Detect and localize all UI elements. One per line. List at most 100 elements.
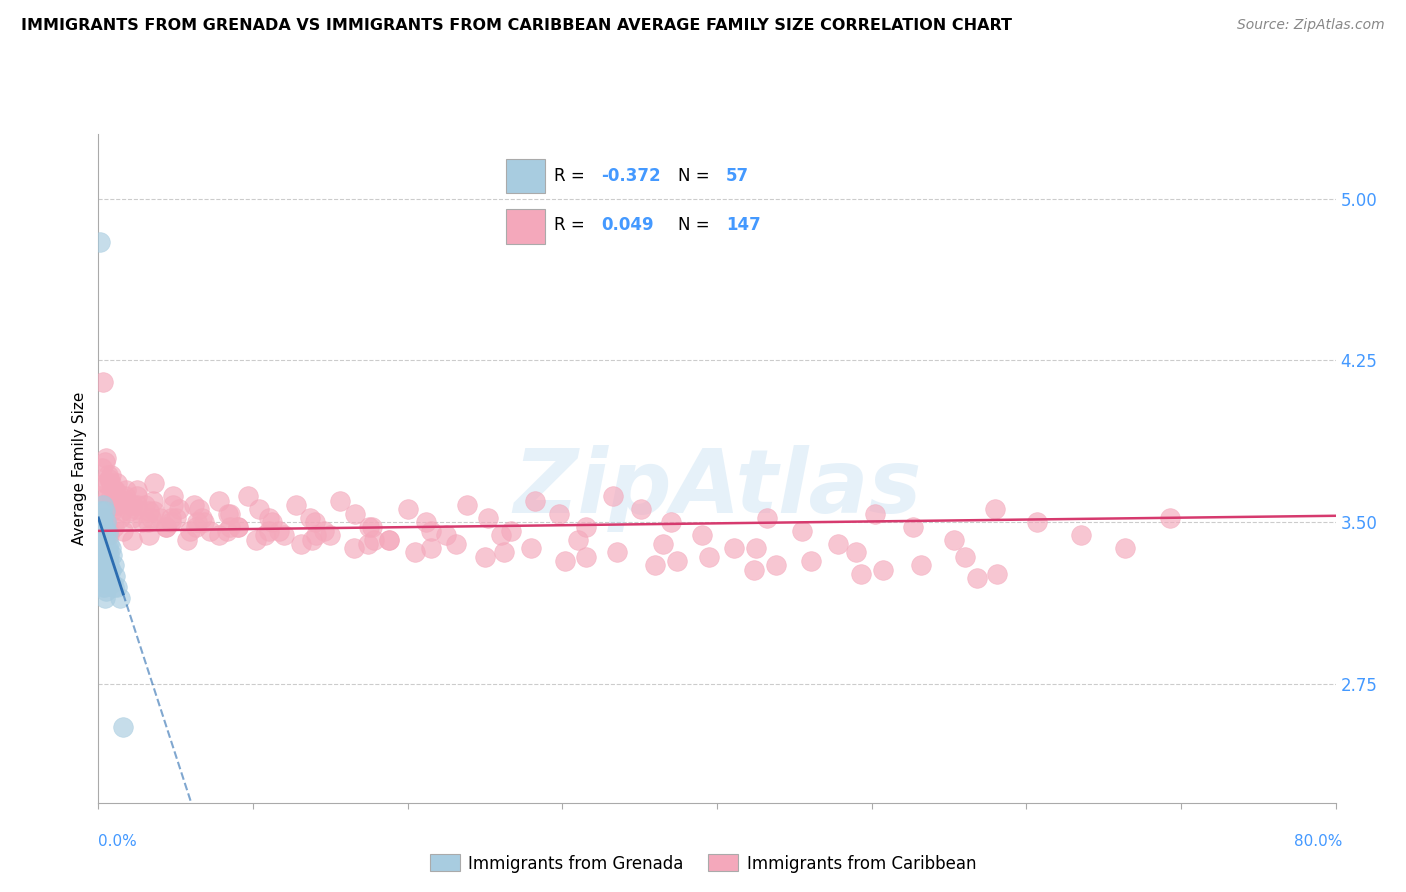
Point xyxy=(114,489,136,503)
Point xyxy=(742,563,765,577)
Point xyxy=(103,519,125,533)
Point xyxy=(96,476,118,491)
Point xyxy=(1159,511,1181,525)
Point xyxy=(97,489,120,503)
Point xyxy=(149,511,172,525)
Point xyxy=(219,519,242,533)
Point xyxy=(301,533,323,547)
Point xyxy=(554,554,576,568)
Point xyxy=(101,504,124,518)
Point xyxy=(100,541,122,556)
Point xyxy=(96,584,118,599)
Point xyxy=(97,541,120,556)
Point xyxy=(103,558,125,573)
Text: IMMIGRANTS FROM GRENADA VS IMMIGRANTS FROM CARIBBEAN AVERAGE FAMILY SIZE CORRELA: IMMIGRANTS FROM GRENADA VS IMMIGRANTS FR… xyxy=(21,18,1012,33)
Point xyxy=(188,502,211,516)
Point xyxy=(98,569,121,583)
Point xyxy=(103,498,125,512)
Point xyxy=(97,563,120,577)
Point xyxy=(98,558,121,573)
Point xyxy=(127,489,149,503)
Point xyxy=(456,498,478,512)
Text: ZipAtlas: ZipAtlas xyxy=(513,445,921,532)
Point xyxy=(91,507,114,521)
Point xyxy=(299,511,322,525)
Point xyxy=(93,504,115,518)
Point xyxy=(105,580,128,594)
Point xyxy=(356,537,378,551)
Point xyxy=(90,498,112,512)
Point xyxy=(90,504,112,518)
Point xyxy=(93,519,115,533)
Y-axis label: Average Family Size: Average Family Size xyxy=(72,392,87,545)
Point xyxy=(863,507,886,521)
Point xyxy=(112,524,135,538)
Point xyxy=(93,591,115,605)
Point xyxy=(139,511,162,525)
Point xyxy=(121,498,143,512)
Point xyxy=(273,528,295,542)
Point xyxy=(575,519,598,533)
Point xyxy=(97,467,120,482)
Point xyxy=(765,558,787,573)
Point xyxy=(492,545,515,559)
Point xyxy=(91,548,114,562)
Point xyxy=(90,533,112,547)
Point xyxy=(165,511,187,525)
Point xyxy=(474,549,496,564)
Point xyxy=(319,528,342,542)
Point xyxy=(100,476,122,491)
Point xyxy=(745,541,768,556)
Point xyxy=(254,528,277,542)
Point xyxy=(602,489,624,503)
Point xyxy=(215,524,238,538)
Point xyxy=(121,511,143,525)
Point xyxy=(966,571,988,585)
Point xyxy=(93,537,115,551)
Point xyxy=(436,528,458,542)
Point xyxy=(548,507,571,521)
Point xyxy=(112,493,135,508)
Point xyxy=(93,580,115,594)
Point xyxy=(659,515,682,529)
Point xyxy=(91,533,114,547)
Point xyxy=(208,528,231,542)
Point xyxy=(96,450,118,465)
Point xyxy=(93,558,115,573)
Point xyxy=(520,541,543,556)
Point xyxy=(257,524,280,538)
Point xyxy=(903,519,925,533)
Point xyxy=(567,533,589,547)
Point xyxy=(121,533,143,547)
Point xyxy=(827,537,849,551)
Point xyxy=(97,575,120,590)
Point xyxy=(162,498,184,512)
Point xyxy=(305,528,328,542)
Point xyxy=(699,549,721,564)
Text: 0.0%: 0.0% xyxy=(98,834,138,849)
Point xyxy=(118,504,141,518)
Point xyxy=(405,545,427,559)
Point xyxy=(136,515,159,529)
Point xyxy=(790,524,813,538)
Text: Source: ZipAtlas.com: Source: ZipAtlas.com xyxy=(1237,18,1385,32)
Point xyxy=(986,567,1008,582)
Point xyxy=(176,533,198,547)
Point xyxy=(124,502,146,516)
Point xyxy=(690,528,713,542)
Point xyxy=(90,548,112,562)
Point xyxy=(105,476,128,491)
Point xyxy=(208,493,231,508)
Point xyxy=(183,498,205,512)
Point xyxy=(108,591,131,605)
Point xyxy=(198,524,221,538)
Point xyxy=(344,507,367,521)
Point xyxy=(143,476,166,491)
Point xyxy=(396,502,419,516)
Point xyxy=(96,526,118,541)
Point xyxy=(91,498,114,512)
Point xyxy=(219,507,242,521)
Point xyxy=(100,467,122,482)
Point xyxy=(247,502,270,516)
Text: 80.0%: 80.0% xyxy=(1295,834,1343,849)
